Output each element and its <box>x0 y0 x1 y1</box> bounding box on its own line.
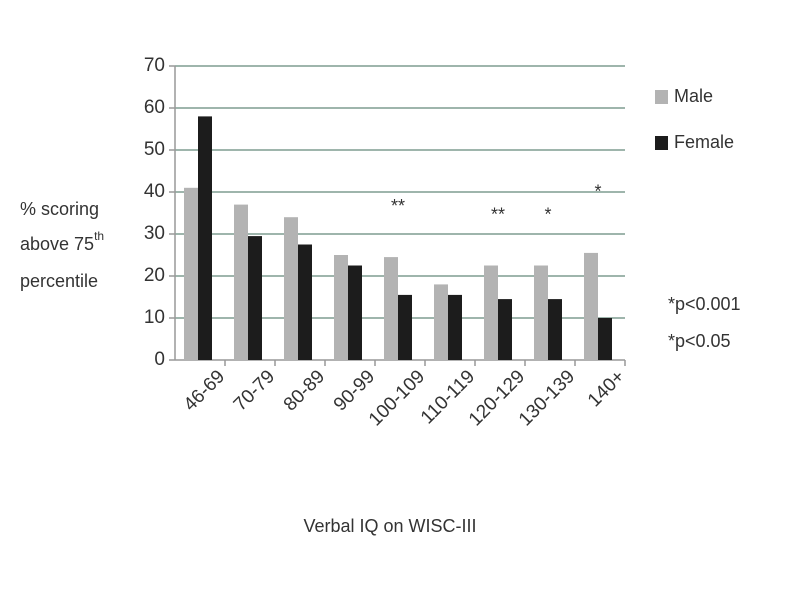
bar <box>384 257 398 360</box>
y-tick-label: 50 <box>144 139 165 160</box>
bar <box>484 265 498 360</box>
y-label-sup: th <box>94 229 104 243</box>
y-tick-label: 70 <box>144 55 165 76</box>
bar <box>534 265 548 360</box>
legend-label: Female <box>674 132 734 152</box>
y-tick-label: 40 <box>144 181 165 202</box>
x-tick-label: 140+ <box>584 366 629 411</box>
x-tick-label: 130-139 <box>515 366 579 430</box>
y-label-line: % scoring <box>20 199 99 219</box>
bar <box>584 252 598 360</box>
bar <box>248 236 262 360</box>
y-label-part: above 75 <box>20 234 94 254</box>
significance-marker: ** <box>391 196 405 216</box>
y-tick-label: 30 <box>144 223 165 244</box>
bar <box>448 294 462 360</box>
bar <box>498 299 512 360</box>
bar <box>334 255 348 360</box>
bar <box>548 299 562 360</box>
bar <box>348 265 362 360</box>
legend-swatch <box>655 90 668 104</box>
note: *p<0.05 <box>668 331 731 351</box>
y-label-line: percentile <box>20 271 98 291</box>
y-tick-label: 60 <box>144 97 165 118</box>
y-tick-label: 10 <box>144 307 165 328</box>
bar <box>298 244 312 360</box>
bar <box>398 294 412 360</box>
significance-marker: * <box>544 204 551 224</box>
legend-swatch <box>655 136 668 150</box>
significance-marker: ** <box>491 204 505 224</box>
x-tick-label: 80-89 <box>280 366 329 415</box>
x-tick-label: 46-69 <box>180 366 229 415</box>
y-label-line: above 75th <box>20 229 104 254</box>
note: *p<0.001 <box>668 294 741 314</box>
x-tick-label: 70-79 <box>230 366 279 415</box>
bar <box>434 284 448 360</box>
bar <box>284 217 298 360</box>
significance-marker: * <box>594 182 601 202</box>
bar <box>184 187 198 360</box>
x-tick-label: 100-109 <box>365 366 429 430</box>
y-tick-label: 0 <box>154 349 165 370</box>
bar <box>598 318 612 360</box>
legend-label: Male <box>674 86 713 106</box>
x-axis-label: Verbal IQ on WISC-III <box>303 516 476 536</box>
bar <box>234 204 248 360</box>
y-tick-label: 20 <box>144 265 165 286</box>
bar <box>198 116 212 361</box>
